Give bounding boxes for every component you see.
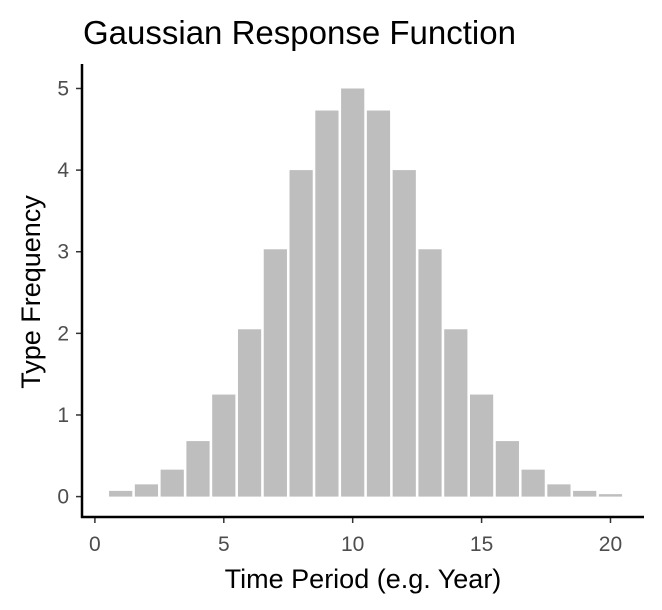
y-tick-label-0: 0	[57, 486, 69, 509]
bar-4	[186, 441, 210, 497]
x-axis-title: Time Period (e.g. Year)	[225, 564, 502, 594]
bar-8	[289, 170, 313, 497]
x-tick-label-15: 15	[470, 533, 493, 556]
bar-17	[521, 469, 545, 497]
y-tick-label-4: 4	[57, 159, 69, 182]
x-tick-label-20: 20	[599, 533, 622, 556]
y-tick-label-2: 2	[57, 322, 69, 345]
bar-20	[598, 494, 623, 497]
bar-5	[212, 394, 236, 497]
x-tick-label-10: 10	[341, 533, 364, 556]
y-tick-label-1: 1	[57, 404, 69, 427]
bars-group	[109, 88, 623, 497]
bar-2	[134, 484, 159, 497]
bar-15	[469, 394, 494, 497]
bar-11	[366, 110, 391, 497]
x-tick-label-5: 5	[218, 533, 230, 556]
y-tick-label-3: 3	[57, 241, 69, 264]
bar-16	[495, 441, 519, 497]
bar-3	[160, 469, 184, 497]
bar-1	[109, 490, 133, 497]
bar-12	[392, 170, 416, 497]
y-axis-ticks: 0 1 2 3 4 5	[57, 77, 82, 509]
bar-9	[315, 110, 339, 497]
chart-title: Gaussian Response Function	[83, 14, 516, 51]
bar-10	[341, 88, 365, 497]
bar-14	[444, 329, 468, 497]
x-axis-ticks: 0 5 10 15 20	[89, 517, 622, 556]
x-tick-label-0: 0	[89, 533, 101, 556]
bar-13	[418, 249, 442, 497]
y-axis-title: Type Frequency	[16, 195, 46, 389]
bar-18	[547, 484, 571, 497]
bar-7	[263, 249, 287, 497]
bar-19	[573, 490, 597, 497]
y-tick-label-5: 5	[57, 77, 69, 100]
bar-6	[237, 329, 262, 497]
